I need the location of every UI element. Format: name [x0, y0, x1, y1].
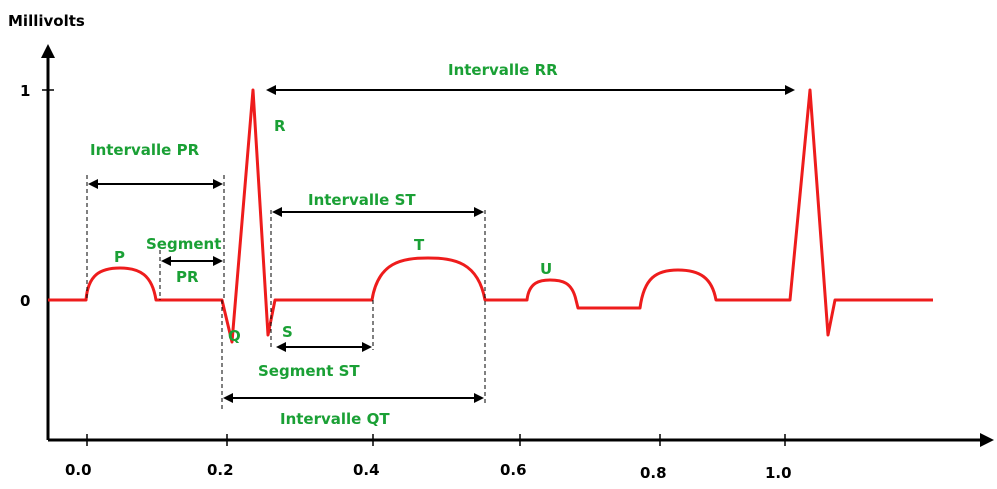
x-tick-label-3: 0.6 — [500, 461, 527, 479]
y-tick-label-1: 1 — [20, 82, 30, 100]
x-tick-label-0: 0.0 — [65, 461, 92, 479]
pr-segment-label-line1: Segment — [146, 235, 221, 253]
pr-interval-label: Intervalle PR — [90, 141, 200, 159]
r-wave-label: R — [274, 117, 286, 135]
ecg-trace — [48, 88, 933, 344]
y-tick-label-0: 0 — [20, 292, 30, 310]
t-wave-label: T — [414, 236, 425, 254]
pr-segment-label-line2: PR — [176, 268, 199, 286]
rr-interval-label: Intervalle RR — [448, 61, 558, 79]
x-tick-label-1: 0.2 — [207, 461, 234, 479]
p-wave-label: P — [114, 248, 125, 266]
x-tick-label-2: 0.4 — [353, 461, 380, 479]
s-wave-label: S — [282, 323, 293, 341]
st-interval-label: Intervalle ST — [308, 191, 416, 209]
q-wave-label: Q — [228, 327, 241, 345]
st-segment-label: Segment ST — [258, 362, 360, 380]
qt-interval-label: Intervalle QT — [280, 410, 390, 428]
x-tick-label-4: 0.8 — [640, 464, 667, 482]
u-wave-label: U — [540, 260, 552, 278]
y-axis-label: Millivolts — [8, 12, 85, 30]
x-tick-label-5: 1.0 — [765, 464, 792, 482]
